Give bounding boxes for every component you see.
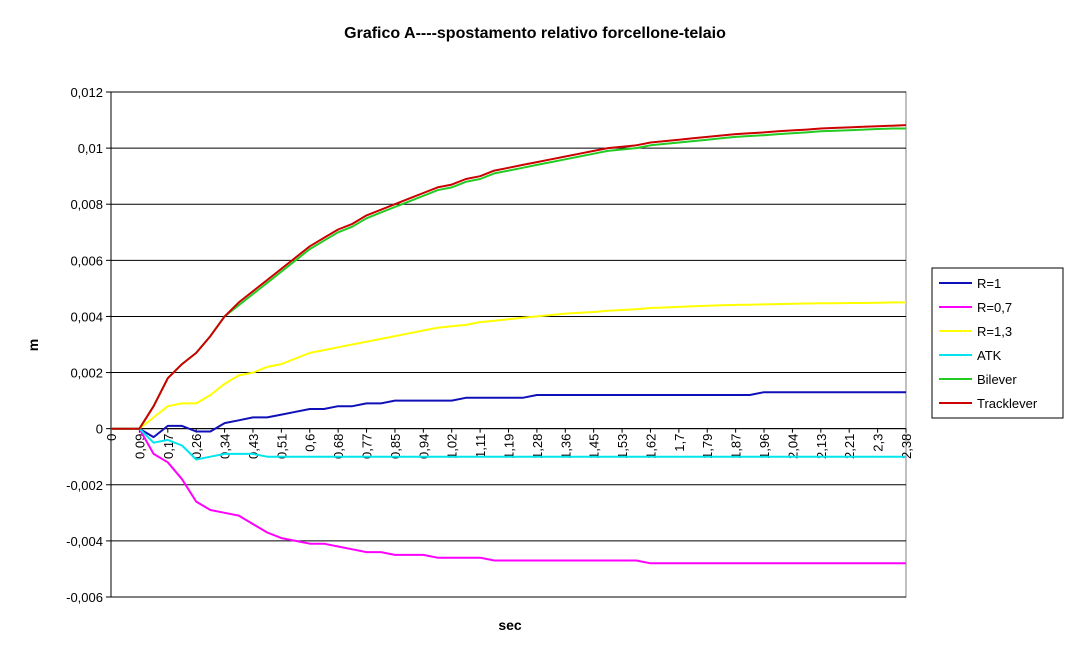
x-tick-label: 0,43: [246, 434, 261, 459]
y-tick-label: 0,008: [70, 197, 103, 212]
legend-box: [931, 267, 1064, 419]
legend-label: R=1: [977, 276, 1001, 291]
x-tick-label: 0,85: [388, 434, 403, 459]
x-tick-label: 1,53: [615, 434, 630, 459]
y-tick-label: 0,012: [70, 85, 103, 100]
x-tick-label: 1,36: [558, 434, 573, 459]
x-tick-label: 1,62: [643, 434, 658, 459]
series-line: [111, 427, 906, 565]
chart-title: Grafico A----spostamento relativo forcel…: [344, 25, 726, 42]
x-tick-label: 1,45: [587, 434, 602, 459]
series-line: [111, 127, 906, 430]
y-tick-label: 0: [96, 422, 103, 437]
series-line: [111, 301, 906, 430]
x-tick-label: 1,11: [473, 434, 488, 458]
x-tick-label: 0,17: [161, 434, 176, 459]
y-tick-label: 0,006: [70, 253, 103, 268]
x-tick-label: 0,68: [331, 434, 346, 459]
x-tick-label: 2,21: [842, 434, 857, 459]
legend-label: R=1,3: [977, 324, 1012, 339]
x-tick-label: 0,26: [189, 434, 204, 459]
x-tick-label: 1,87: [729, 434, 744, 459]
x-tick-label: 0,51: [274, 434, 289, 459]
legend-label: Tracklever: [977, 396, 1038, 411]
x-tick-label: 0,77: [360, 434, 375, 459]
y-tick-label: 0,002: [70, 366, 103, 381]
x-tick-label: 1,19: [502, 434, 517, 459]
legend-label: ATK: [977, 348, 1002, 363]
x-tick-label: 2,38: [899, 434, 914, 459]
y-tick-label: -0,004: [66, 534, 103, 549]
series-line: [111, 427, 906, 461]
series-line: [111, 124, 907, 430]
x-tick-label: 2,3: [871, 434, 886, 452]
x-tick-label: 2,13: [814, 434, 829, 459]
x-tick-label: 0,09: [132, 434, 147, 459]
x-tick-label: 1,02: [445, 434, 460, 459]
plot-area: [110, 91, 907, 598]
x-tick-label: 1,79: [700, 434, 715, 459]
x-tick-label: 0,34: [218, 434, 233, 459]
x-tick-label: 1,7: [672, 434, 687, 452]
y-tick-label: -0,002: [66, 478, 103, 493]
x-tick-label: 1,96: [757, 434, 772, 459]
x-tick-label: 1,28: [530, 434, 545, 459]
legend-label: R=0,7: [977, 300, 1012, 315]
y-tick-label: -0,006: [66, 590, 103, 605]
series-line: [111, 391, 906, 439]
x-tick-label: 0,6: [303, 434, 318, 452]
x-tick-label: 2,04: [785, 434, 800, 459]
x-tick-label: 0,94: [416, 434, 431, 459]
legend-label: Bilever: [977, 372, 1017, 387]
y-tick-label: 0,01: [78, 141, 103, 156]
x-axis-title: sec: [498, 617, 522, 633]
y-tick-label: 0,004: [70, 309, 103, 324]
y-axis-title: m: [25, 339, 41, 351]
x-tick-label: 0: [104, 434, 119, 441]
